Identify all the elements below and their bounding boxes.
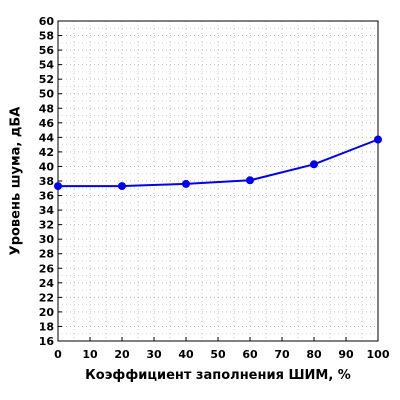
y-tick-label: 34: [39, 204, 55, 217]
series-layer: [54, 135, 382, 191]
data-point: [118, 182, 126, 191]
y-tick-label: 26: [39, 262, 55, 275]
x-tick-label: 70: [274, 348, 290, 361]
y-tick-label: 46: [39, 117, 55, 130]
data-point: [182, 179, 190, 188]
y-tick-label: 38: [39, 175, 54, 188]
y-tick-label: 30: [39, 233, 55, 246]
y-tick-label: 50: [39, 88, 55, 101]
data-point: [54, 182, 62, 191]
y-tick-label: 40: [39, 160, 55, 173]
x-tick-label: 30: [146, 348, 162, 361]
x-tick-label: 20: [114, 348, 130, 361]
x-axis-title: Коэффициент заполнения ШИМ, %: [85, 368, 351, 383]
y-tick-label: 44: [39, 131, 55, 144]
series-line: [58, 138, 379, 188]
y-tick-label: 56: [39, 44, 55, 57]
y-tick-label: 52: [39, 73, 54, 86]
x-tick-label: 0: [54, 348, 62, 361]
x-tick-label: 10: [82, 348, 98, 361]
y-tick-label: 24: [39, 277, 55, 290]
y-tick-label: 20: [39, 306, 55, 319]
x-tick-label: 60: [242, 348, 258, 361]
x-axis: 0 10 20 30 40 50 60 70 80 90 100: [54, 337, 390, 361]
y-tick-label: 48: [39, 102, 54, 115]
data-point: [310, 160, 318, 169]
data-point: [374, 135, 382, 144]
y-tick-label: 18: [39, 320, 54, 333]
x-tick-label: 80: [306, 348, 322, 361]
y-tick-label: 54: [39, 59, 55, 72]
y-tick-label: 36: [39, 190, 55, 203]
data-point: [246, 176, 254, 185]
y-tick-label: 16: [39, 335, 55, 348]
y-tick-label: 32: [39, 219, 54, 232]
y-tick-label: 58: [39, 30, 54, 43]
x-tick-label: 100: [367, 348, 390, 361]
y-tick-label: 22: [39, 291, 54, 304]
y-tick-label: 42: [39, 146, 54, 159]
y-axis-title: Уровень шума, дБА: [9, 107, 24, 256]
x-tick-label: 40: [178, 348, 194, 361]
x-tick-label: 90: [338, 348, 354, 361]
grid: [58, 20, 378, 342]
y-tick-label: 60: [39, 15, 55, 28]
y-tick-label: 28: [39, 248, 54, 261]
x-tick-label: 50: [210, 348, 226, 361]
